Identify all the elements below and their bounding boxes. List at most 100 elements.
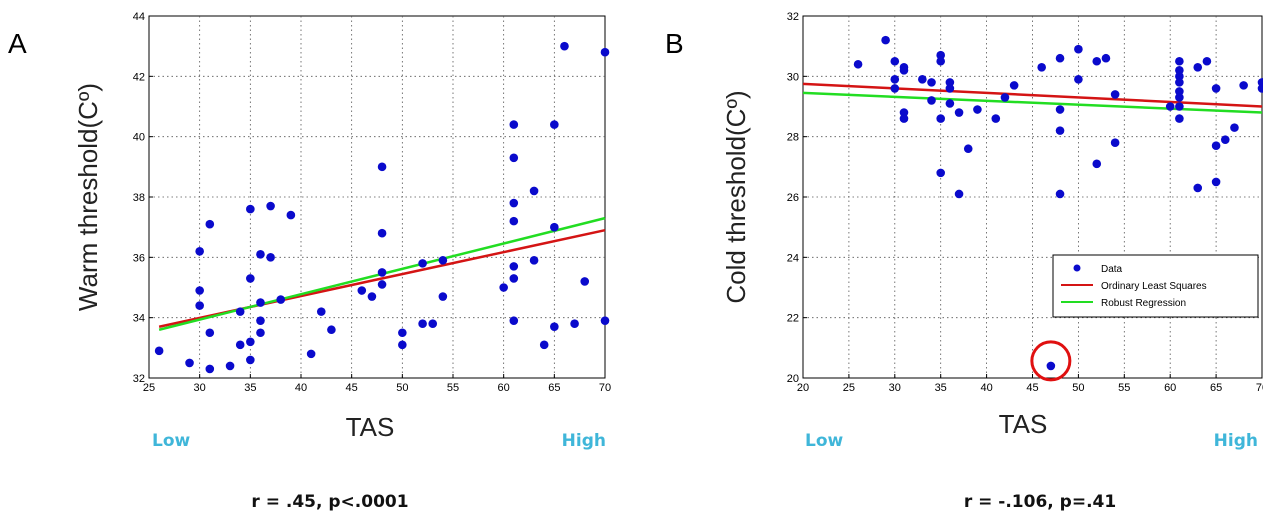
data-point-a-36 bbox=[428, 319, 438, 329]
y-tick-label-b-1: 22 bbox=[787, 313, 799, 325]
data-point-b-3 bbox=[890, 75, 900, 84]
data-point-b-47 bbox=[1175, 114, 1184, 123]
data-point-b-19 bbox=[954, 108, 964, 117]
x-tick-label-b-10: 70 bbox=[1256, 382, 1263, 394]
y-tick-label-b-6: 32 bbox=[787, 11, 799, 23]
data-point-a-1 bbox=[185, 358, 194, 368]
x-tick-label-a-9: 70 bbox=[599, 382, 611, 394]
data-point-b-40 bbox=[1175, 56, 1184, 66]
data-point-b-25 bbox=[1009, 81, 1019, 90]
y-tick-label-b-0: 20 bbox=[787, 373, 799, 385]
y-tick-label-a-3: 38 bbox=[133, 192, 145, 204]
legend-label-1: Ordinary Least Squares bbox=[1101, 281, 1207, 292]
data-point-b-53 bbox=[1211, 177, 1221, 187]
ticks-b: 20 25 30 35 40 45 50 55 60 65 70 20 22 24 26 28 30 32 bbox=[787, 11, 1263, 394]
data-point-a-17 bbox=[256, 316, 265, 325]
data-point-a-41 bbox=[509, 153, 519, 163]
data-point-a-26 bbox=[357, 286, 367, 295]
data-point-a-6 bbox=[205, 328, 215, 338]
data-point-b-43 bbox=[1175, 78, 1184, 87]
x-axis-label-b: TAS bbox=[999, 409, 1048, 439]
data-point-b-6 bbox=[899, 66, 909, 75]
data-point-a-33 bbox=[398, 340, 407, 350]
high-label-b: High bbox=[1214, 431, 1258, 451]
data-point-b-22 bbox=[973, 105, 982, 114]
legend-marker-data bbox=[1073, 264, 1081, 272]
x-tick-label-a-5: 50 bbox=[396, 382, 408, 394]
x-tick-label-b-7: 55 bbox=[1118, 382, 1130, 394]
data-point-a-24 bbox=[316, 307, 326, 316]
data-points-a bbox=[154, 41, 610, 374]
data-point-b-9 bbox=[918, 75, 927, 84]
x-tick-label-a-0: 25 bbox=[143, 382, 155, 394]
y-tick-label-b-4: 28 bbox=[787, 132, 799, 144]
data-point-b-2 bbox=[890, 56, 900, 66]
data-point-a-30 bbox=[377, 268, 387, 277]
y-tick-label-a-2: 36 bbox=[133, 252, 145, 264]
x-tick-label-b-9: 65 bbox=[1210, 382, 1222, 394]
low-label-b: Low bbox=[805, 431, 844, 451]
data-point-a-18 bbox=[256, 328, 265, 338]
data-point-a-2 bbox=[195, 247, 204, 256]
y-tick-label-b-3: 26 bbox=[787, 192, 799, 204]
plot-area-a bbox=[148, 15, 606, 379]
regression-lines-b bbox=[802, 82, 1263, 114]
data-point-b-52 bbox=[1211, 141, 1221, 151]
data-point-a-5 bbox=[205, 219, 215, 229]
data-point-b-42 bbox=[1175, 72, 1184, 81]
data-point-b-1 bbox=[881, 35, 890, 45]
data-point-a-7 bbox=[205, 364, 215, 374]
grid-a bbox=[149, 16, 605, 378]
data-point-a-40 bbox=[509, 120, 519, 129]
y-tick-label-a-1: 34 bbox=[133, 313, 145, 325]
data-point-a-27 bbox=[367, 292, 377, 301]
data-point-b-18 bbox=[945, 99, 955, 108]
data-point-a-54 bbox=[570, 319, 579, 329]
y-axis-label-a: Warm threshold(Cº) bbox=[73, 83, 103, 311]
data-point-a-47 bbox=[529, 186, 539, 196]
stat-text-a: r = .45, p<.0001 bbox=[251, 492, 408, 512]
data-point-b-32 bbox=[1074, 44, 1083, 54]
data-point-a-38 bbox=[438, 256, 448, 265]
data-point-b-27 bbox=[1046, 361, 1056, 371]
y-tick-label-b-5: 30 bbox=[787, 71, 799, 83]
data-point-a-19 bbox=[266, 201, 275, 211]
x-axis-label-a: TAS bbox=[346, 412, 395, 442]
data-point-b-50 bbox=[1202, 56, 1212, 66]
data-point-a-10 bbox=[235, 340, 245, 350]
data-point-b-35 bbox=[1092, 159, 1102, 169]
data-point-a-32 bbox=[398, 328, 407, 338]
data-point-b-4 bbox=[890, 84, 900, 93]
data-point-a-13 bbox=[246, 337, 255, 347]
x-tick-label-b-5: 45 bbox=[1026, 382, 1038, 394]
outlier-circle bbox=[1030, 340, 1072, 382]
x-tick-label-a-6: 55 bbox=[447, 382, 459, 394]
data-point-b-13 bbox=[936, 56, 945, 66]
data-point-b-23 bbox=[991, 114, 1001, 123]
data-point-a-57 bbox=[600, 316, 610, 325]
data-point-b-14 bbox=[936, 114, 945, 123]
data-point-a-20 bbox=[266, 253, 275, 262]
data-point-a-23 bbox=[306, 349, 316, 359]
data-point-b-44 bbox=[1175, 87, 1184, 96]
data-point-b-41 bbox=[1175, 66, 1184, 75]
x-tick-label-a-3: 40 bbox=[295, 382, 307, 394]
data-point-a-49 bbox=[539, 340, 549, 350]
data-point-a-16 bbox=[256, 298, 265, 307]
data-point-b-39 bbox=[1165, 102, 1175, 111]
data-point-a-0 bbox=[154, 346, 164, 356]
x-tick-label-b-4: 40 bbox=[980, 382, 992, 394]
data-point-b-24 bbox=[1000, 93, 1010, 102]
panel-letter-a: A bbox=[8, 28, 27, 59]
x-tick-label-b-0: 20 bbox=[797, 382, 809, 394]
x-tick-label-b-6: 50 bbox=[1072, 382, 1084, 394]
legend-b: Data Ordinary Least Squares Robust Regress… bbox=[1052, 254, 1259, 318]
data-point-b-12 bbox=[936, 50, 945, 60]
data-point-b-15 bbox=[936, 168, 945, 178]
panel-letter-b: B bbox=[665, 28, 684, 59]
data-point-a-55 bbox=[580, 277, 590, 286]
data-point-a-15 bbox=[256, 250, 265, 259]
stat-text-b: r = -.106, p=.41 bbox=[964, 492, 1116, 512]
y-tick-label-a-6: 44 bbox=[133, 11, 145, 23]
data-point-a-11 bbox=[246, 204, 255, 214]
